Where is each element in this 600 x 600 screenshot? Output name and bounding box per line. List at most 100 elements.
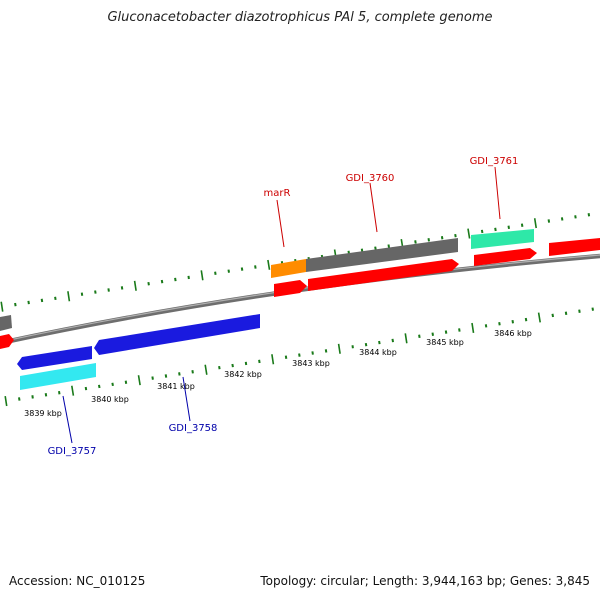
minor-tick bbox=[111, 382, 114, 387]
minor-tick bbox=[160, 279, 164, 284]
minor-tick bbox=[484, 324, 488, 328]
minor-tick bbox=[84, 386, 88, 391]
minor-tick bbox=[520, 223, 524, 227]
gene-label-GDI_3757[interactable]: GDI_3757 bbox=[48, 446, 97, 457]
gene-label-GDI_3758[interactable]: GDI_3758 bbox=[169, 423, 218, 434]
major-tick bbox=[404, 333, 408, 344]
major-tick bbox=[471, 322, 475, 334]
scale-label-3840: 3840 kbp bbox=[91, 395, 129, 404]
accession-text: Accession: NC_010125 bbox=[9, 574, 146, 588]
gene-red-small[interactable] bbox=[274, 280, 307, 297]
minor-tick bbox=[578, 309, 581, 313]
gene-red-forward-left[interactable] bbox=[0, 334, 14, 349]
minor-tick bbox=[507, 225, 510, 230]
minor-tick bbox=[298, 353, 301, 357]
scale-label-3839: 3839 kbp bbox=[24, 409, 62, 418]
minor-tick bbox=[14, 302, 17, 307]
minor-tick bbox=[494, 227, 497, 232]
minor-tick bbox=[107, 288, 110, 292]
minor-tick bbox=[191, 370, 194, 374]
minor-tick bbox=[444, 330, 448, 334]
minor-tick bbox=[498, 322, 501, 326]
minor-tick bbox=[418, 334, 421, 339]
minor-tick bbox=[391, 338, 394, 343]
major-tick bbox=[537, 312, 541, 323]
minor-tick bbox=[227, 269, 230, 273]
gene-red-3761-row[interactable] bbox=[474, 248, 537, 266]
major-tick bbox=[271, 354, 275, 365]
major-tick bbox=[0, 301, 4, 312]
minor-tick bbox=[564, 311, 568, 316]
minor-tick bbox=[258, 359, 261, 364]
label-line-marR bbox=[276, 199, 285, 248]
label-line-3758 bbox=[182, 376, 191, 422]
scale-label-3842: 3842 kbp bbox=[224, 370, 262, 379]
minor-tick bbox=[480, 229, 484, 234]
minor-tick bbox=[218, 365, 221, 370]
major-tick bbox=[467, 228, 471, 239]
scale-label-3843: 3843 kbp bbox=[292, 359, 330, 368]
minor-tick bbox=[324, 349, 328, 353]
minor-tick bbox=[284, 355, 288, 359]
minor-tick bbox=[231, 363, 234, 368]
minor-tick bbox=[254, 265, 257, 269]
major-tick bbox=[337, 343, 341, 354]
gene-red-long[interactable] bbox=[308, 259, 459, 291]
gene-blue-3757[interactable] bbox=[17, 346, 92, 370]
minor-tick bbox=[524, 317, 528, 322]
minor-tick bbox=[98, 384, 101, 389]
minor-tick bbox=[174, 277, 177, 282]
minor-tick bbox=[124, 380, 128, 384]
minor-tick bbox=[151, 376, 154, 380]
gene-red-right[interactable] bbox=[549, 238, 600, 256]
major-tick bbox=[71, 385, 75, 396]
gene-cyan-3757[interactable] bbox=[20, 363, 96, 390]
minor-tick bbox=[587, 213, 591, 217]
gene-blue-3758[interactable] bbox=[94, 314, 260, 355]
minor-tick bbox=[44, 393, 48, 397]
gene-label-GDI_3761[interactable]: GDI_3761 bbox=[470, 156, 519, 167]
inner-tick-track bbox=[4, 307, 594, 407]
minor-tick bbox=[40, 298, 44, 303]
major-tick bbox=[4, 395, 8, 407]
major-tick bbox=[533, 218, 537, 229]
gene-label-GDI_3760[interactable]: GDI_3760 bbox=[346, 173, 395, 184]
minor-tick bbox=[120, 286, 124, 290]
minor-tick bbox=[94, 290, 97, 294]
label-line-3760 bbox=[369, 182, 378, 233]
minor-tick bbox=[591, 307, 594, 311]
major-tick bbox=[200, 270, 204, 281]
gene-label-marR[interactable]: marR bbox=[264, 188, 291, 199]
gene-orange-marR[interactable] bbox=[271, 259, 306, 278]
minor-tick bbox=[240, 267, 244, 271]
minor-tick bbox=[414, 240, 417, 244]
minor-tick bbox=[214, 271, 217, 275]
minor-tick bbox=[431, 332, 434, 336]
minor-tick bbox=[440, 236, 444, 240]
scale-label-3841: 3841 kbp bbox=[157, 382, 195, 391]
major-tick bbox=[67, 291, 71, 302]
minor-tick bbox=[427, 238, 430, 242]
minor-tick bbox=[454, 233, 457, 238]
gene-grey-3760[interactable] bbox=[306, 238, 458, 272]
minor-tick bbox=[178, 372, 181, 376]
major-tick bbox=[204, 364, 208, 375]
minor-tick bbox=[54, 296, 57, 301]
gene-grey-left[interactable] bbox=[0, 315, 12, 331]
gene-teal-3761[interactable] bbox=[471, 229, 534, 249]
map-title: Gluconacetobacter diazotrophicus PAl 5, … bbox=[107, 10, 493, 25]
minor-tick bbox=[574, 215, 577, 219]
minor-tick bbox=[560, 217, 564, 221]
major-tick bbox=[133, 280, 137, 291]
minor-tick bbox=[511, 319, 514, 324]
scale-label-3846: 3846 kbp bbox=[494, 329, 532, 338]
minor-tick bbox=[387, 244, 390, 248]
minor-tick bbox=[18, 397, 21, 401]
minor-tick bbox=[378, 340, 381, 345]
label-line-3761 bbox=[494, 166, 501, 220]
major-tick bbox=[137, 375, 141, 386]
minor-tick bbox=[164, 374, 168, 378]
minor-tick bbox=[551, 313, 554, 318]
scale-label-3845: 3845 kbp bbox=[426, 338, 464, 347]
